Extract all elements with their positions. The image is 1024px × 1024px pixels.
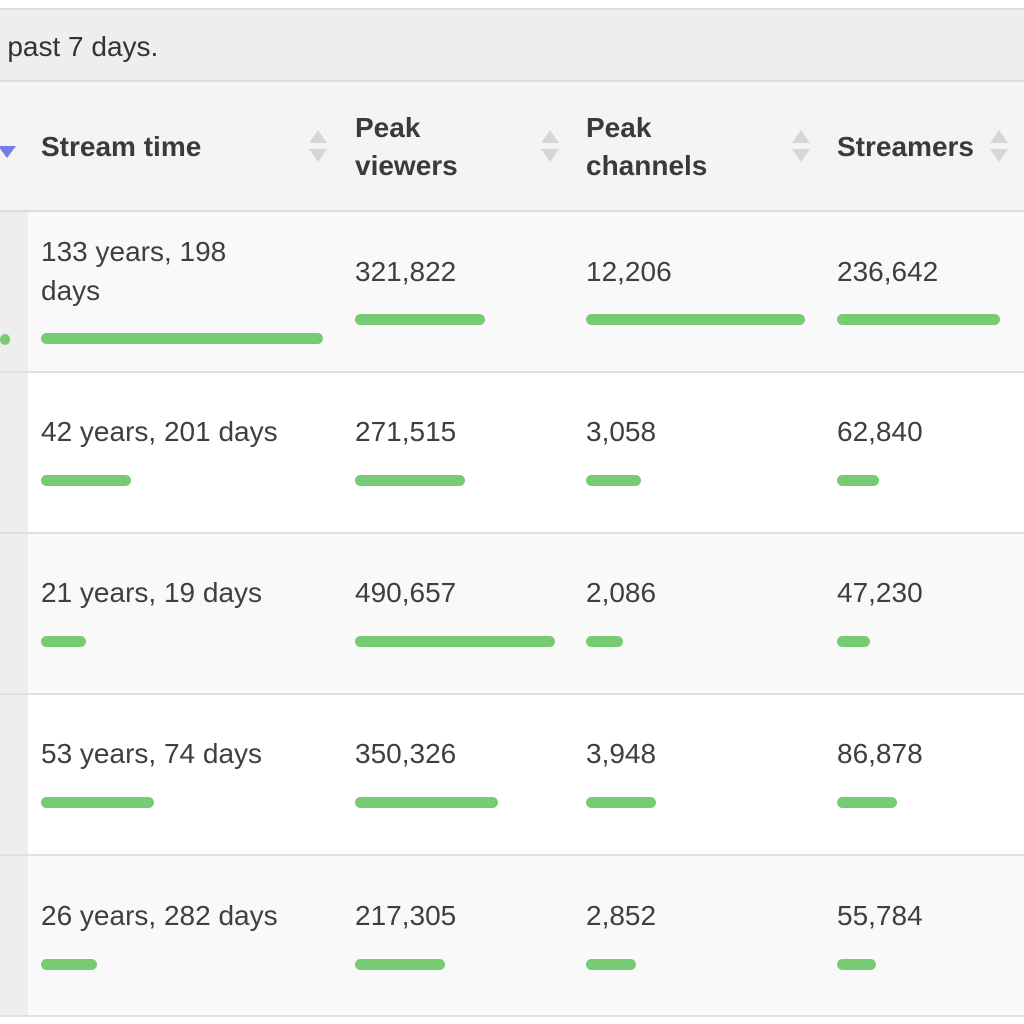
peak-viewers-bar [355,959,445,970]
cell-peak-viewers: 321,822 [355,212,555,371]
table-caption: e past 7 days. [0,8,1024,82]
header-peak-viewers-line1: Peak [355,112,421,143]
cell-streamers: 62,840 [837,373,1007,532]
streamers-value: 55,784 [837,900,923,931]
table-row[interactable]: 42 years, 201 days 271,515 3,058 62,840 [0,373,1024,534]
sort-descending-icon [0,146,16,158]
peak-channels-bar [586,797,656,808]
streamers-bar [837,959,876,970]
stream-time-bar [41,959,97,970]
peak-viewers-bar [355,797,498,808]
sort-icon [541,130,559,166]
table-row[interactable]: 53 years, 74 days 350,326 3,948 86,878 [0,695,1024,856]
cell-peak-viewers: 350,326 [355,695,555,854]
peak-channels-bar [586,314,805,325]
peak-channels-bar [586,959,636,970]
header-peak-viewers-line2: viewers [355,150,458,181]
peak-channels-value: 3,058 [586,416,657,447]
prev-column-bar [0,334,10,345]
cell-peak-viewers: 217,305 [355,856,555,1015]
peak-channels-value: 12,206 [586,256,672,287]
cell-peak-channels: 2,086 [586,534,806,693]
peak-channels-value: 2,086 [586,577,657,608]
header-streamers-label: Streamers [837,131,974,162]
peak-viewers-bar [355,475,465,486]
table-row[interactable]: 26 years, 282 days 217,305 2,852 55,784 [0,856,1024,1017]
streamers-bar [837,475,879,486]
caption-text: e past 7 days. [0,31,159,62]
prev-column-cell [0,695,28,854]
stream-time-bar [41,636,86,647]
streamers-value: 236,642 [837,256,939,287]
prev-column-cell [0,534,28,693]
stream-time-bar [41,797,154,808]
stream-time-value: 26 years, 282 days [41,900,278,931]
sort-icon [792,130,810,166]
peak-channels-value: 2,852 [586,900,657,931]
peak-viewers-value: 271,515 [355,416,457,447]
peak-viewers-value: 217,305 [355,900,457,931]
stream-time-line1: 133 years, 198 [41,236,227,267]
cell-peak-channels: 2,852 [586,856,806,1015]
cell-stream-time: 42 years, 201 days [41,373,323,532]
streamers-value: 62,840 [837,416,923,447]
table-header: Stream time Peak viewers Peak channels S… [0,82,1024,212]
cell-streamers: 47,230 [837,534,1007,693]
sort-icon [990,130,1008,166]
prev-column-cell [0,373,28,532]
cell-peak-channels: 3,948 [586,695,806,854]
header-stream-time-label: Stream time [41,131,202,162]
streamers-value: 86,878 [837,738,923,769]
cell-streamers: 86,878 [837,695,1007,854]
cell-stream-time: 133 years, 198 days [41,212,323,371]
stream-time-value: 53 years, 74 days [41,738,263,769]
cell-stream-time: 53 years, 74 days [41,695,323,854]
peak-channels-value: 3,948 [586,738,657,769]
prev-column-cell [0,856,28,1015]
prev-column-cell [0,212,28,371]
peak-viewers-value: 321,822 [355,256,457,287]
streamers-bar [837,636,870,647]
peak-viewers-value: 490,657 [355,577,457,608]
table-row[interactable]: 133 years, 198 days 321,822 12,206 236,6… [0,212,1024,373]
header-peak-channels-line2: channels [586,150,708,181]
stream-time-value: 21 years, 19 days [41,577,263,608]
cell-stream-time: 26 years, 282 days [41,856,323,1015]
streamers-bar [837,314,1000,325]
peak-channels-bar [586,475,641,486]
peak-viewers-bar [355,636,555,647]
header-peak-channels[interactable]: Peak channels [586,82,816,210]
peak-viewers-value: 350,326 [355,738,457,769]
cell-streamers: 55,784 [837,856,1007,1015]
streamers-value: 47,230 [837,577,923,608]
cell-peak-channels: 3,058 [586,373,806,532]
cell-peak-viewers: 490,657 [355,534,555,693]
streamers-bar [837,797,897,808]
header-peak-viewers[interactable]: Peak viewers [355,82,565,210]
stream-time-bar [41,333,323,344]
header-prev-column[interactable] [0,82,28,210]
cell-stream-time: 21 years, 19 days [41,534,323,693]
header-stream-time[interactable]: Stream time [41,82,341,210]
header-streamers[interactable]: Streamers [837,82,1024,210]
stream-time-bar [41,475,131,486]
stream-time-line2: days [41,275,101,306]
header-peak-channels-line1: Peak [586,112,652,143]
sort-icon [309,130,327,166]
cell-streamers: 236,642 [837,212,1007,371]
cell-peak-channels: 12,206 [586,212,806,371]
peak-channels-bar [586,636,623,647]
stream-time-value: 42 years, 201 days [41,416,278,447]
cell-peak-viewers: 271,515 [355,373,555,532]
peak-viewers-bar [355,314,485,325]
table-row[interactable]: 21 years, 19 days 490,657 2,086 47,230 [0,534,1024,695]
